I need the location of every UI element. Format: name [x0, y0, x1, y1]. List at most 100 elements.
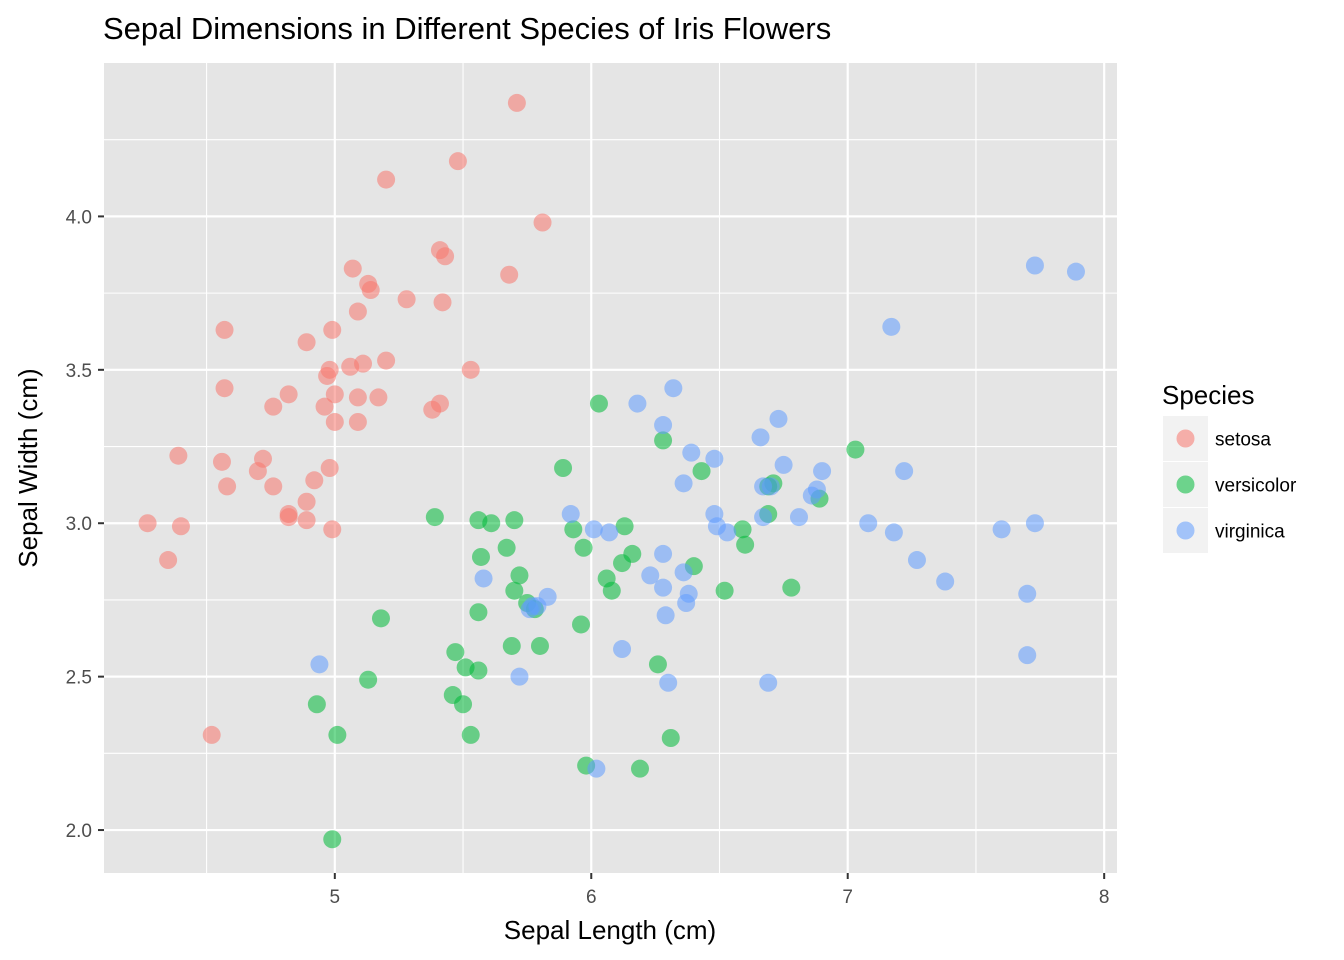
point-versicolor — [371, 609, 390, 628]
point-setosa — [377, 351, 396, 370]
point-setosa — [325, 412, 344, 431]
point-setosa — [377, 170, 396, 189]
point-setosa — [218, 477, 237, 496]
y-axis: 2.0 2.5 3.0 3.5 4.0 — [66, 207, 104, 842]
point-virginica — [664, 379, 683, 398]
point-setosa — [159, 551, 178, 570]
point-setosa — [215, 320, 234, 339]
point-versicolor — [461, 725, 480, 744]
point-versicolor — [510, 566, 529, 585]
point-versicolor — [554, 459, 573, 477]
minor-gridlines — [104, 63, 1117, 873]
point-virginica — [705, 449, 724, 468]
data-points — [138, 93, 1085, 849]
point-virginica — [674, 474, 693, 493]
point-setosa — [248, 462, 267, 481]
point-versicolor — [648, 655, 667, 674]
point-versicolor — [497, 538, 516, 557]
point-virginica — [677, 594, 696, 612]
point-setosa — [169, 446, 188, 465]
point-versicolor — [615, 517, 634, 536]
point-setosa — [202, 725, 221, 744]
point-virginica — [561, 505, 580, 524]
point-virginica — [813, 462, 832, 481]
point-virginica — [510, 667, 529, 686]
point-virginica — [656, 606, 675, 625]
point-setosa — [318, 366, 337, 385]
point-setosa — [500, 265, 519, 284]
point-setosa — [423, 400, 442, 419]
legend-swatch-versicolor — [1176, 475, 1195, 494]
point-versicolor — [446, 643, 465, 662]
point-setosa — [533, 213, 552, 232]
point-virginica — [802, 486, 821, 505]
point-versicolor — [425, 508, 444, 527]
point-setosa — [397, 290, 416, 309]
point-setosa — [297, 492, 316, 511]
point-virginica — [654, 544, 673, 563]
point-virginica — [992, 520, 1011, 539]
point-virginica — [1066, 262, 1085, 281]
point-setosa — [448, 152, 467, 171]
point-setosa — [297, 333, 316, 352]
point-setosa — [305, 471, 324, 490]
point-versicolor — [692, 462, 711, 481]
point-virginica — [936, 572, 955, 591]
point-virginica — [882, 317, 901, 336]
point-versicolor — [323, 830, 342, 849]
point-setosa — [215, 379, 234, 398]
point-virginica — [754, 508, 773, 527]
point-setosa — [323, 520, 342, 539]
point-setosa — [297, 511, 316, 530]
point-setosa — [348, 388, 367, 407]
point-virginica — [1018, 646, 1037, 665]
y-tick-label: 3.5 — [66, 361, 92, 382]
point-versicolor — [736, 535, 755, 554]
point-setosa — [323, 320, 342, 339]
point-setosa — [369, 388, 388, 407]
point-virginica — [1025, 514, 1044, 533]
point-virginica — [884, 523, 903, 542]
legend-title: Species — [1162, 380, 1255, 410]
y-tick-label: 2.5 — [66, 668, 92, 689]
point-setosa — [264, 477, 283, 496]
point-virginica — [774, 455, 793, 474]
point-versicolor — [661, 729, 680, 747]
point-virginica — [761, 477, 780, 496]
point-setosa — [279, 508, 298, 527]
point-versicolor — [630, 759, 649, 778]
point-versicolor — [572, 615, 591, 634]
point-versicolor — [471, 547, 490, 566]
legend-label-virginica: virginica — [1215, 522, 1285, 543]
point-versicolor — [469, 603, 488, 622]
point-virginica — [520, 600, 539, 619]
point-virginica — [1018, 584, 1037, 603]
point-virginica — [718, 523, 737, 542]
point-versicolor — [574, 538, 593, 557]
x-axis-title: Sepal Length (cm) — [504, 915, 716, 945]
point-virginica — [474, 569, 493, 588]
y-axis-title: Sepal Width (cm) — [13, 368, 43, 567]
point-versicolor — [846, 440, 865, 459]
point-virginica — [789, 508, 808, 527]
point-setosa — [138, 514, 157, 533]
x-tick-label: 5 — [330, 887, 341, 908]
x-tick-label: 8 — [1099, 887, 1110, 908]
legend-swatch-setosa — [1176, 429, 1195, 448]
point-setosa — [507, 93, 526, 112]
point-setosa — [315, 397, 334, 416]
point-virginica — [641, 566, 660, 585]
point-versicolor — [613, 554, 632, 573]
point-setosa — [341, 357, 360, 376]
point-versicolor — [307, 695, 326, 714]
point-virginica — [907, 551, 926, 570]
point-versicolor — [502, 636, 521, 655]
point-versicolor — [505, 581, 524, 600]
point-virginica — [584, 520, 603, 539]
point-virginica — [659, 673, 678, 692]
point-setosa — [361, 281, 380, 300]
point-versicolor — [530, 636, 549, 655]
plot-panel — [104, 63, 1117, 873]
point-virginica — [682, 443, 701, 462]
